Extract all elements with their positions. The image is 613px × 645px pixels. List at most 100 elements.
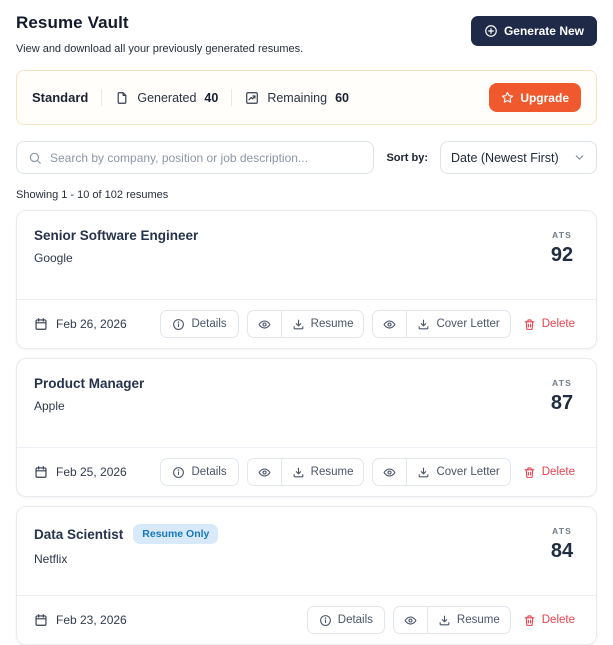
resume-split-button: Resume [392,606,511,634]
remaining-stat: Remaining 60 [245,91,349,105]
details-button[interactable]: Details [306,606,385,634]
delete-label: Delete [541,318,575,330]
resume-only-badge: Resume Only [133,524,219,544]
position-title: Senior Software Engineer [34,228,199,243]
title-row: Senior Software Engineer [34,228,198,243]
details-button[interactable]: Details [160,310,239,338]
resume-card: Product Manager Apple ATS 87 Feb 25, 202… [16,358,597,497]
resume-card: Data Scientist Resume Only Netflix ATS 8… [16,506,597,645]
generate-new-button[interactable]: Generate New [470,16,597,46]
delete-button[interactable]: Delete [519,318,579,331]
ats-label: ATS [552,526,572,536]
divider [231,89,233,106]
ats-score: 84 [550,540,574,562]
cover-letter-split-button: Cover Letter [372,458,511,486]
toolbar: Sort by: Date (Newest First) [16,141,597,174]
info-icon [172,318,185,331]
info-icon [319,614,332,627]
generate-new-label: Generate New [503,24,584,38]
trash-icon [523,614,536,627]
details-label: Details [191,466,227,478]
page-title: Resume Vault [16,13,129,32]
card-info: Product Manager Apple [34,376,144,413]
sort-select[interactable]: Date (Newest First) [440,141,597,174]
resume-label: Resume [310,466,354,478]
preview-resume-button[interactable] [394,607,427,633]
date-label: Feb 23, 2026 [56,613,127,627]
plan-banner: Standard Generated 40 Remaining 60 Upgra… [16,70,597,125]
download-resume-button[interactable]: Resume [280,311,364,337]
remaining-value: 60 [335,90,349,105]
trash-icon [523,318,536,331]
preview-cover-letter-button[interactable] [373,459,406,485]
resume-split-button: Resume [246,310,365,338]
ats-label: ATS [552,230,572,240]
search-input[interactable] [50,150,363,165]
sort-by-label: Sort by: [386,151,428,164]
eye-icon [383,466,396,479]
eye-icon [383,318,396,331]
divider [101,89,103,106]
plan-name: Standard [32,90,89,105]
remaining-label: Remaining [267,90,328,105]
preview-resume-button[interactable] [248,459,281,485]
company-name: Netflix [34,552,68,566]
date-label: Feb 26, 2026 [56,317,127,331]
download-cover-letter-button[interactable]: Cover Letter [406,311,509,337]
card-foot: Feb 25, 2026 Details [17,447,596,496]
resume-split-button: Resume [246,458,365,486]
download-resume-button[interactable]: Resume [426,607,510,633]
document-icon [115,91,129,105]
ats-block: ATS 87 [545,376,579,415]
ats-score: 92 [550,244,574,266]
position-title: Data Scientist [34,526,124,542]
generated-label: Generated [137,90,197,105]
delete-button[interactable]: Delete [519,614,579,627]
details-label: Details [191,318,227,330]
trash-icon [523,466,536,479]
resume-card-list: Senior Software Engineer Google ATS 92 F… [16,210,597,645]
info-icon [172,466,185,479]
download-icon [292,466,305,479]
card-info: Data Scientist Resume Only Netflix [34,524,219,566]
page-header: Resume Vault View and download all your … [16,13,597,55]
generated-date: Feb 26, 2026 [34,317,127,331]
delete-label: Delete [541,466,575,478]
card-head: Product Manager Apple ATS 87 [17,359,596,447]
download-resume-button[interactable]: Resume [280,459,364,485]
search-icon [28,151,42,165]
card-actions: Details Resume [160,310,579,338]
calendar-icon [34,465,48,479]
download-cover-letter-button[interactable]: Cover Letter [406,459,509,485]
company-name: Google [34,251,73,265]
position-title: Product Manager [34,376,145,391]
preview-resume-button[interactable] [248,311,281,337]
company-name: Apple [34,399,65,413]
upgrade-button[interactable]: Upgrade [489,83,581,112]
plus-circle-icon [484,24,498,38]
search-box [16,141,375,174]
title-row: Product Manager [34,376,144,391]
card-actions: Details Resume [160,458,579,486]
generated-value: 40 [204,90,219,105]
card-head: Senior Software Engineer Google ATS 92 [17,211,596,299]
details-button[interactable]: Details [160,458,239,486]
generated-date: Feb 25, 2026 [34,465,127,479]
delete-button[interactable]: Delete [519,466,579,479]
title-row: Data Scientist Resume Only [34,524,219,544]
card-foot: Feb 26, 2026 Details [17,299,596,348]
header-text: Resume Vault View and download all your … [16,13,303,55]
ats-block: ATS 92 [545,228,579,267]
sort-select-value: Date (Newest First) [451,150,559,165]
preview-cover-letter-button[interactable] [373,311,406,337]
delete-label: Delete [541,614,575,626]
card-info: Senior Software Engineer Google [34,228,198,265]
details-label: Details [337,614,373,626]
upgrade-label: Upgrade [520,90,569,105]
trend-chart-icon [245,91,259,105]
results-summary: Showing 1 - 10 of 102 resumes [16,189,169,201]
ats-block: ATS 84 [545,524,579,563]
resume-card: Senior Software Engineer Google ATS 92 F… [16,210,597,349]
download-icon [438,614,451,627]
star-icon [501,91,514,104]
